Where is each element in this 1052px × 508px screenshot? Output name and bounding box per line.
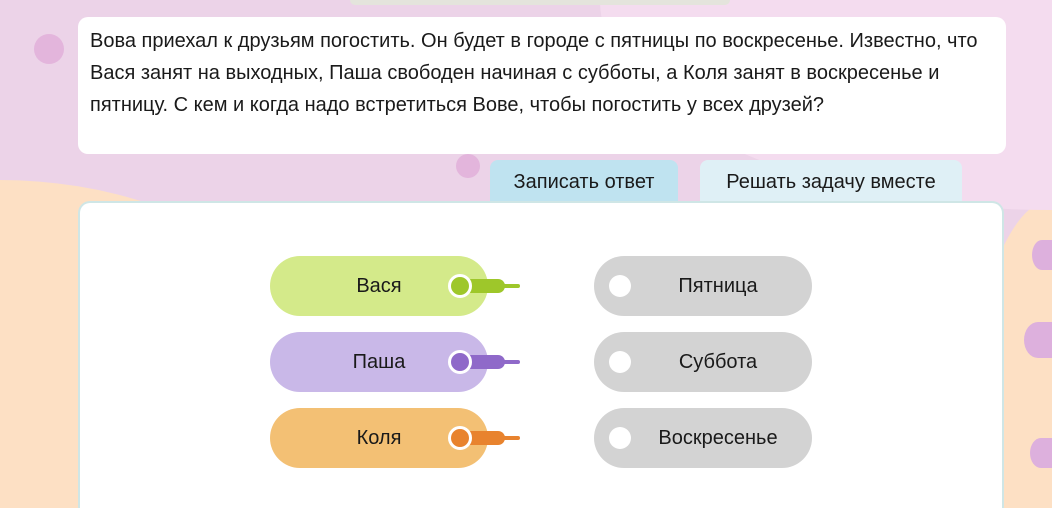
friend-vasya[interactable]: Вася: [270, 256, 520, 316]
connector-ring-icon: [448, 350, 472, 374]
solve-together-button[interactable]: Решать задачу вместе: [700, 160, 962, 204]
task-text: Вова приехал к друзьям погостить. Он буд…: [78, 17, 1006, 154]
day-sunday[interactable]: Воскресенье: [594, 408, 812, 468]
connector-ring-icon: [448, 426, 472, 450]
matching-panel: [78, 201, 1004, 508]
flower-icon: [1024, 322, 1052, 358]
friend-kolya[interactable]: Коля: [270, 408, 520, 468]
friend-pasha[interactable]: Паша: [270, 332, 520, 392]
flower-icon: [1030, 438, 1052, 468]
flower-icon: [1032, 240, 1052, 270]
connector-tip: [500, 284, 520, 288]
friend-label: Коля: [356, 426, 402, 449]
connector-dot-icon[interactable]: [609, 351, 631, 373]
connector-tip: [500, 436, 520, 440]
background-dot: [34, 34, 64, 64]
submit-answer-button[interactable]: Записать ответ: [490, 160, 678, 204]
background-dot: [456, 154, 480, 178]
connector-tip: [500, 360, 520, 364]
connector-dot-icon[interactable]: [609, 275, 631, 297]
day-friday[interactable]: Пятница: [594, 256, 812, 316]
day-label: Пятница: [678, 274, 758, 297]
connector-ring-icon: [448, 274, 472, 298]
day-label: Воскресенье: [658, 426, 778, 449]
top-toolbar-edge: [350, 0, 730, 5]
day-label: Суббота: [678, 350, 758, 373]
friend-label: Паша: [352, 350, 406, 373]
day-saturday[interactable]: Суббота: [594, 332, 812, 392]
friend-label: Вася: [356, 274, 402, 297]
connector-dot-icon[interactable]: [609, 427, 631, 449]
